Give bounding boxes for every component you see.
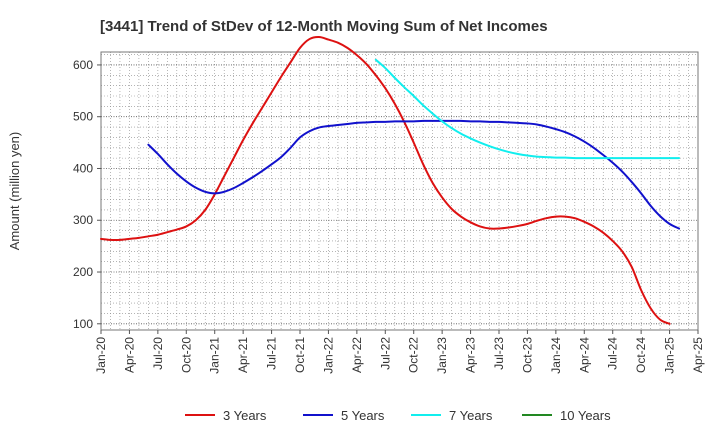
series-lines (100, 35, 681, 325)
x-tick-label: Jan-22 (321, 337, 335, 374)
legend-label-5-years: 5 Years (341, 408, 385, 423)
x-tick-label: Oct-21 (293, 337, 307, 373)
x-tick-label: Jan-25 (663, 337, 677, 374)
x-tick-label: Apr-23 (464, 337, 478, 373)
y-axis-ticks: 100 200 300 400 500 600 (73, 58, 101, 331)
chart-title: [3441] Trend of StDev of 12-Month Moving… (100, 18, 548, 35)
series-line-3-years (100, 35, 671, 325)
y-tick-label: 500 (73, 110, 93, 124)
x-tick-label: Oct-22 (407, 337, 421, 373)
legend-label-3-years: 3 Years (223, 408, 267, 423)
x-tick-label: Oct-20 (179, 337, 193, 373)
y-tick-label: 600 (73, 58, 93, 72)
y-axis-label: Amount (million yen) (7, 132, 22, 251)
x-tick-label: Apr-22 (350, 337, 364, 373)
legend-label-10-years: 10 Years (560, 408, 611, 423)
grid (101, 52, 698, 330)
x-tick-label: Jul-22 (378, 337, 392, 370)
x-tick-label: Apr-24 (577, 337, 591, 373)
series-line-5-years (147, 119, 681, 230)
legend-label-7-years: 7 Years (449, 408, 493, 423)
x-tick-label: Apr-20 (122, 337, 136, 373)
x-tick-label: Jan-21 (208, 337, 222, 374)
x-tick-label: Jul-20 (151, 337, 165, 370)
x-tick-label: Jan-24 (549, 337, 563, 374)
x-axis-ticks: Jan-20 Apr-20 Jul-20 Oct-20 Jan-21 Apr-21 Jul-… (94, 330, 705, 374)
x-tick-label: Oct-23 (520, 337, 534, 373)
x-tick-label: Apr-25 (691, 337, 705, 373)
plot-area-frame (100, 51, 699, 331)
x-tick-label: Jul-23 (492, 337, 506, 370)
y-tick-label: 400 (73, 161, 93, 175)
x-tick-label: Jan-20 (94, 337, 108, 374)
x-tick-label: Jul-21 (265, 337, 279, 370)
x-tick-label: Jul-24 (606, 337, 620, 370)
x-tick-label: Jan-23 (435, 337, 449, 374)
y-tick-label: 100 (73, 317, 93, 331)
x-tick-label: Oct-24 (634, 337, 648, 373)
x-tick-label: Apr-21 (236, 337, 250, 373)
series-line-7-years (374, 58, 681, 160)
y-tick-label: 300 (73, 213, 93, 227)
legend: 3 Years 5 Years 7 Years 10 Years (185, 408, 611, 423)
y-tick-label: 200 (73, 265, 93, 279)
